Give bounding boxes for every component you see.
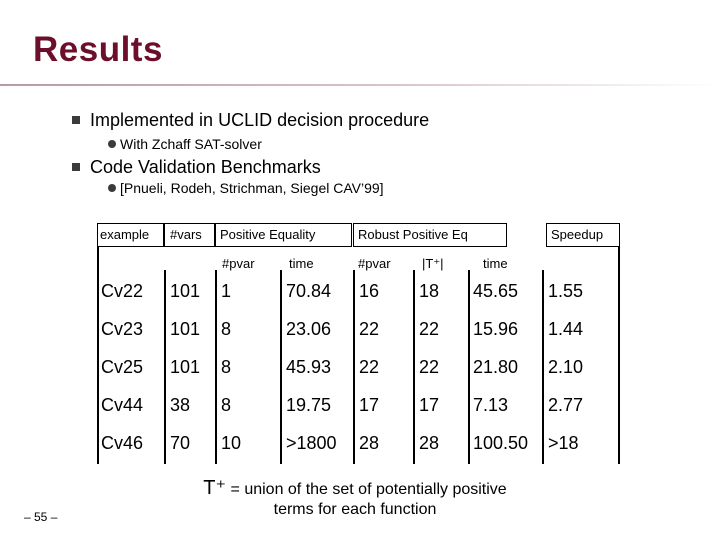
cell-vars: 101 <box>170 319 201 339</box>
cell-pe-pvar: 1 <box>221 281 232 301</box>
table-vline <box>542 270 544 464</box>
table-vline <box>164 270 166 464</box>
header-positive-equality: Positive Equality <box>220 227 316 242</box>
cell-vars: 101 <box>170 281 201 301</box>
header-box-example <box>97 223 164 247</box>
cell-example: Cv44 <box>101 395 144 415</box>
cell-example: Cv46 <box>101 433 144 453</box>
cell-rp-tplus: 28 <box>419 433 440 453</box>
cell-vars: 70 <box>170 433 191 453</box>
sub-bullet-text: [Pnueli, Rodeh, Strichman, Siegel CAV’99… <box>120 180 384 196</box>
cell-pe-time: >1800 <box>286 433 337 453</box>
cell-rp-pvar: 28 <box>359 433 380 453</box>
cell-rp-time: 15.96 <box>473 319 519 339</box>
title-divider <box>0 84 720 86</box>
cell-rp-tplus: 17 <box>419 395 440 415</box>
tplus-footnote: T⁺ = union of the set of potentially pos… <box>150 478 560 520</box>
cell-pe-time: 45.93 <box>286 357 332 377</box>
slide-title: Results <box>33 30 163 69</box>
header-robust-positive-eq: Robust Positive Eq <box>358 227 468 242</box>
square-bullet-icon <box>72 163 80 171</box>
header-example: example <box>100 227 150 242</box>
header-speedup: Speedup <box>551 227 604 242</box>
round-bullet-icon <box>108 184 116 192</box>
table-vline <box>353 270 355 464</box>
table-vline <box>413 270 415 464</box>
cell-rp-tplus: 18 <box>419 281 440 301</box>
round-bullet-icon <box>108 140 116 148</box>
cell-speedup: 2.77 <box>548 395 584 415</box>
cell-pe-pvar: 10 <box>221 433 242 453</box>
sub-bullet-text: With Zchaff SAT-solver <box>120 136 262 152</box>
cell-example: Cv25 <box>101 357 144 377</box>
cell-speedup: 2.10 <box>548 357 584 377</box>
footnote-line2: terms for each function <box>273 501 437 518</box>
subheader-rp-pvar: #pvar <box>358 256 391 271</box>
cell-vars: 101 <box>170 357 201 377</box>
cell-vars: 38 <box>170 395 191 415</box>
cell-rp-pvar: 17 <box>359 395 380 415</box>
subheader-pe-time: time <box>289 256 314 271</box>
bullet-text: Implemented in UCLID decision procedure <box>90 110 430 130</box>
footnote-line1: = union of the set of potentially positi… <box>226 481 507 498</box>
header-vars: #vars <box>170 227 202 242</box>
cell-pe-pvar: 8 <box>221 319 232 339</box>
cell-pe-pvar: 8 <box>221 357 232 377</box>
subheader-rp-time: time <box>483 256 508 271</box>
header-box-speedup <box>546 223 620 247</box>
cell-example: Cv23 <box>101 319 144 339</box>
table-vline <box>280 270 282 464</box>
header-box-robust-positive-eq <box>353 223 507 247</box>
cell-speedup: >18 <box>548 433 579 453</box>
header-box-positive-equality <box>215 223 352 247</box>
table-vline <box>215 270 217 464</box>
cell-rp-tplus: 22 <box>419 357 440 377</box>
cell-rp-time: 7.13 <box>473 395 509 415</box>
cell-rp-pvar: 16 <box>359 281 380 301</box>
cell-pe-time: 23.06 <box>286 319 332 339</box>
cell-pe-time: 70.84 <box>286 281 332 301</box>
tplus-symbol: T⁺ <box>203 477 227 499</box>
cell-rp-time: 45.65 <box>473 281 519 301</box>
cell-speedup: 1.55 <box>548 281 584 301</box>
cell-pe-pvar: 8 <box>221 395 232 415</box>
cell-rp-pvar: 22 <box>359 319 380 339</box>
cell-rp-time: 21.80 <box>473 357 519 377</box>
cell-example: Cv22 <box>101 281 144 301</box>
subheader-pe-pvar: #pvar <box>222 256 255 271</box>
header-box-vars <box>164 223 215 247</box>
page-number: – 55 – <box>24 510 58 524</box>
cell-rp-pvar: 22 <box>359 357 380 377</box>
subheader-rp-tplus: |T⁺| <box>422 256 444 271</box>
cell-pe-time: 19.75 <box>286 395 332 415</box>
cell-rp-tplus: 22 <box>419 319 440 339</box>
table-vline <box>618 246 620 464</box>
square-bullet-icon <box>72 116 80 124</box>
table-vline <box>97 246 99 464</box>
table-vline <box>468 270 470 464</box>
bullet-text: Code Validation Benchmarks <box>90 157 321 177</box>
cell-rp-time: 100.50 <box>473 433 529 453</box>
cell-speedup: 1.44 <box>548 319 584 339</box>
